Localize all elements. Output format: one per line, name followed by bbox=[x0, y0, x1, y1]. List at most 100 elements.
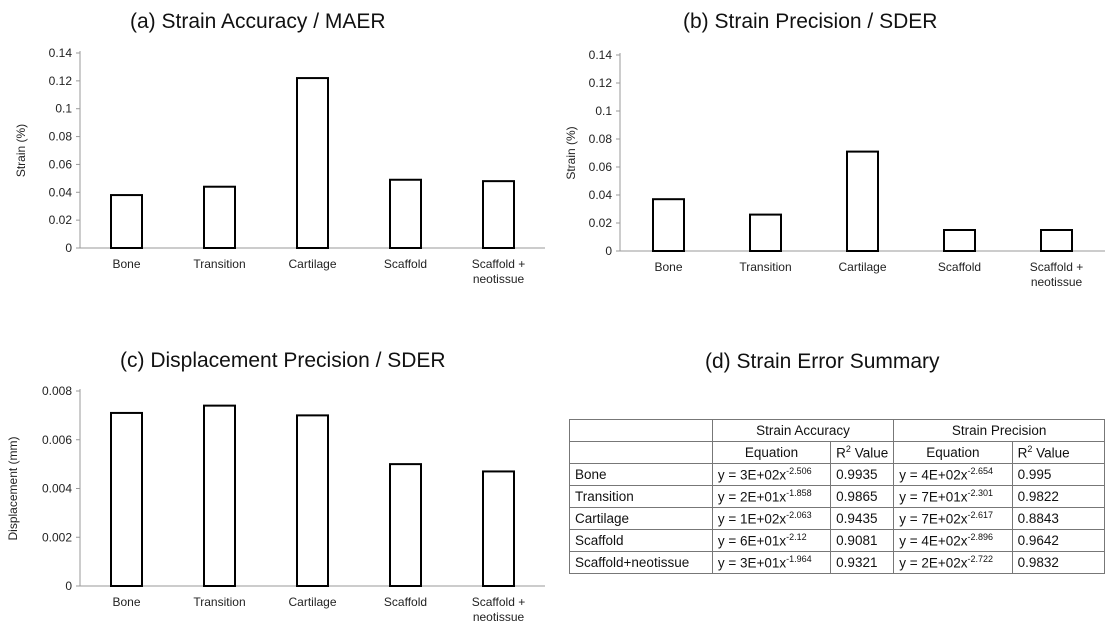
y-tick-label: 0.04 bbox=[49, 185, 73, 199]
group-header-strain-accuracy: Strain Accuracy bbox=[711, 419, 895, 442]
accuracy-equation: y = 6E+01x-2.12 bbox=[711, 529, 832, 552]
y-axis-label: Displacement (mm) bbox=[6, 436, 20, 540]
x-tick-label: neotissue bbox=[473, 272, 525, 286]
precision-equation: y = 4E+02x-2.896 bbox=[893, 529, 1013, 552]
precision-equation: y = 7E+01x-2.301 bbox=[893, 485, 1013, 508]
bar-bone bbox=[110, 194, 143, 249]
precision-r2: 0.9832 bbox=[1011, 551, 1105, 574]
y-axis-label: Strain (%) bbox=[14, 124, 28, 177]
x-tick-label: Transition bbox=[739, 260, 791, 274]
precision-r2: 0.9822 bbox=[1011, 485, 1105, 508]
y-tick-label: 0.02 bbox=[49, 213, 73, 227]
accuracy-r2: 0.9321 bbox=[830, 551, 895, 574]
x-tick-label: Bone bbox=[112, 595, 140, 609]
y-tick-label: 0.1 bbox=[55, 102, 72, 116]
bar-bone bbox=[652, 198, 685, 252]
y-tick-label: 0.14 bbox=[589, 48, 613, 62]
table-sub-header-row: Equation R2 Value Equation R2 Value bbox=[569, 441, 1105, 464]
chart-b: 0 0.02 0.04 0.06 0.08 0.1 0.12 0.14 Strain (%) Bo… bbox=[564, 48, 1105, 289]
y-tick-label: 0 bbox=[65, 579, 72, 593]
y-tick-label: 0.08 bbox=[589, 132, 613, 146]
y-tick-label: 0.08 bbox=[49, 130, 73, 144]
bar-scaffold bbox=[1040, 229, 1073, 252]
bar-bone bbox=[110, 411, 143, 587]
y-tick-label: 0 bbox=[65, 241, 72, 255]
x-tick-label: Scaffold bbox=[384, 595, 427, 609]
bar-transition bbox=[749, 213, 782, 253]
accuracy-r2: 0.9935 bbox=[830, 463, 895, 486]
x-tick-label: Cartilage bbox=[288, 595, 336, 609]
precision-r2: 0.995 bbox=[1011, 463, 1105, 486]
x-tick-label: Scaffold bbox=[384, 257, 427, 271]
x-tick-label: Cartilage bbox=[288, 257, 336, 271]
precision-r2: 0.8843 bbox=[1011, 507, 1105, 530]
sub-header-r2-value: R2 Value bbox=[1011, 441, 1105, 464]
accuracy-equation: y = 3E+01x-1.964 bbox=[711, 551, 832, 574]
y-tick-label: 0.008 bbox=[42, 384, 72, 398]
x-tick-label: Scaffold + bbox=[472, 595, 525, 609]
chart-c: 0 0.002 0.004 0.006 0.008 Displacement (mm) Bo… bbox=[6, 384, 545, 624]
sub-header-equation: Equation bbox=[711, 441, 832, 464]
y-tick-label: 0.14 bbox=[49, 46, 73, 60]
bar-scaffold bbox=[389, 463, 422, 587]
y-tick-label: 0.004 bbox=[42, 482, 72, 496]
bar-cartilage bbox=[296, 414, 329, 587]
x-tick-label: Transition bbox=[193, 595, 245, 609]
precision-equation: y = 4E+02x-2.654 bbox=[893, 463, 1013, 486]
row-label: Bone bbox=[569, 463, 713, 486]
row-label: Scaffold bbox=[569, 529, 713, 552]
y-tick-label: 0.12 bbox=[589, 76, 613, 90]
table-d-title: (d) Strain Error Summary bbox=[705, 350, 940, 373]
accuracy-r2: 0.9865 bbox=[830, 485, 895, 508]
accuracy-r2: 0.9435 bbox=[830, 507, 895, 530]
chart-c-title: (c) Displacement Precision / SDER bbox=[120, 349, 446, 372]
precision-r2: 0.9642 bbox=[1011, 529, 1105, 552]
precision-equation: y = 7E+02x-2.617 bbox=[893, 507, 1013, 530]
y-tick-label: 0.1 bbox=[595, 104, 612, 118]
bar-transition bbox=[203, 185, 236, 249]
x-tick-label: Transition bbox=[193, 257, 245, 271]
y-tick-label: 0.02 bbox=[589, 216, 613, 230]
table-row: Bone y = 3E+02x-2.506 0.9935 y = 4E+02x-… bbox=[569, 463, 1105, 486]
x-tick-label: neotissue bbox=[1031, 275, 1083, 289]
table-corner-cell bbox=[569, 419, 713, 442]
bar-scaffold bbox=[943, 229, 976, 252]
bar-scaffold bbox=[482, 470, 515, 587]
x-tick-label: Bone bbox=[112, 257, 140, 271]
y-tick-label: 0.06 bbox=[589, 160, 613, 174]
group-header-strain-precision: Strain Precision bbox=[893, 419, 1105, 442]
x-tick-label: Scaffold bbox=[938, 260, 981, 274]
y-tick-label: 0 bbox=[605, 244, 612, 258]
row-label: Scaffold+neotissue bbox=[569, 551, 713, 574]
table-row: Scaffold y = 6E+01x-2.12 0.9081 y = 4E+0… bbox=[569, 529, 1105, 552]
chart-a-title: (a) Strain Accuracy / MAER bbox=[130, 10, 386, 33]
accuracy-equation: y = 3E+02x-2.506 bbox=[711, 463, 832, 486]
precision-equation: y = 2E+02x-2.722 bbox=[893, 551, 1013, 574]
x-tick-label: Bone bbox=[654, 260, 682, 274]
x-tick-label: neotissue bbox=[473, 610, 525, 624]
accuracy-equation: y = 2E+01x-1.858 bbox=[711, 485, 832, 508]
bar-cartilage bbox=[296, 77, 329, 250]
sub-header-equation: Equation bbox=[893, 441, 1013, 464]
table-row: Transition y = 2E+01x-1.858 0.9865 y = 7… bbox=[569, 485, 1105, 508]
y-axis-label: Strain (%) bbox=[564, 126, 578, 179]
y-tick-label: 0.06 bbox=[49, 157, 73, 171]
accuracy-equation: y = 1E+02x-2.063 bbox=[711, 507, 832, 530]
sub-header-r2-value: R2 Value bbox=[830, 441, 895, 464]
chart-b-title: (b) Strain Precision / SDER bbox=[683, 10, 938, 33]
y-tick-label: 0.12 bbox=[49, 74, 73, 88]
table-row: Scaffold+neotissue y = 3E+01x-1.964 0.93… bbox=[569, 551, 1105, 574]
x-tick-label: Scaffold + bbox=[472, 257, 525, 271]
accuracy-r2: 0.9081 bbox=[830, 529, 895, 552]
x-tick-label: Scaffold + bbox=[1030, 260, 1083, 274]
bar-scaffold bbox=[482, 180, 515, 249]
table-group-header-row: Strain Accuracy Strain Precision bbox=[569, 419, 1105, 442]
row-label: Transition bbox=[569, 485, 713, 508]
chart-a: 0 0.02 0.04 0.06 0.08 0.1 0.12 0.14 Strain (%) Bo… bbox=[14, 46, 545, 286]
y-tick-label: 0.006 bbox=[42, 433, 72, 447]
x-tick-label: Cartilage bbox=[838, 260, 886, 274]
bar-cartilage bbox=[846, 150, 879, 252]
bar-scaffold bbox=[389, 178, 422, 249]
table-row: Cartilage y = 1E+02x-2.063 0.9435 y = 7E… bbox=[569, 507, 1105, 530]
y-tick-label: 0.002 bbox=[42, 530, 72, 544]
